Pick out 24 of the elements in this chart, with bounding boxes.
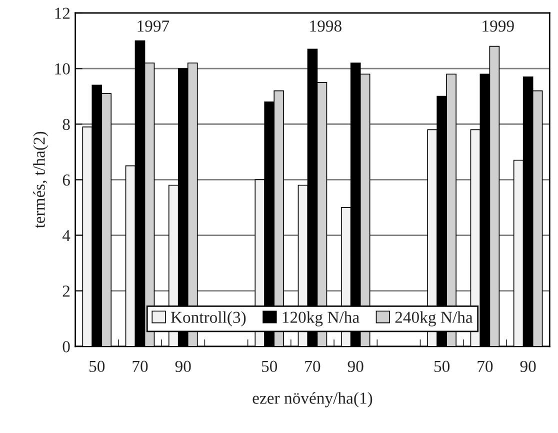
legend-label: 120kg N/ha	[282, 311, 360, 326]
x-tick-label: 70	[132, 360, 148, 372]
x-tick-label: 50	[434, 360, 450, 372]
x-tick-label: 70	[478, 360, 493, 372]
legend-label: Kontroll(3)	[170, 311, 246, 326]
annotation: 1997	[138, 20, 170, 32]
x-tick-label: 50	[90, 360, 105, 372]
x-axis-title: ezer növény/ha(1)	[252, 392, 372, 408]
x-tick-label: 70	[305, 360, 320, 372]
y-tick-label: 12	[55, 8, 70, 19]
y-tick-label: 2	[62, 286, 70, 297]
x-tick-label: 90	[520, 360, 536, 372]
y-tick-label: 10	[55, 63, 70, 75]
y-tick-label: 6	[62, 174, 70, 186]
annotation: 1999	[482, 20, 514, 32]
y-axis-title: termés, t/ha(2)	[33, 132, 48, 228]
x-tick-label: 90	[175, 360, 191, 372]
y-tick-label: 4	[62, 230, 70, 242]
legend-label: 240kg N/ha	[395, 311, 473, 326]
y-tick-label: 8	[62, 118, 70, 130]
x-tick-label: 50	[262, 360, 278, 372]
annotation: 1998	[310, 20, 342, 32]
y-tick-label: 0	[62, 341, 70, 352]
x-tick-label: 90	[348, 360, 364, 372]
